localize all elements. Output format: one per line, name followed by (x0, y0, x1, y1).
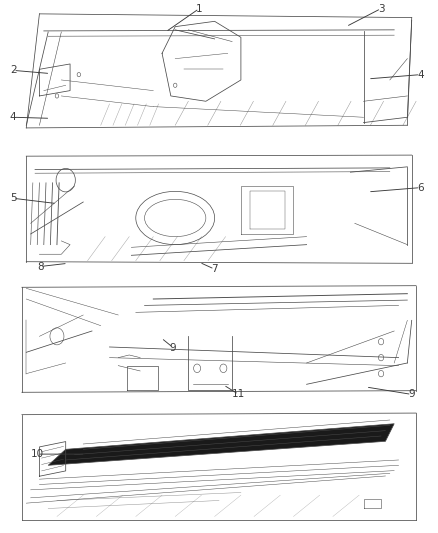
Text: 4: 4 (417, 70, 424, 79)
Text: 7: 7 (211, 264, 218, 274)
Text: 4: 4 (10, 112, 17, 122)
Text: 1: 1 (196, 4, 203, 13)
Text: 5: 5 (10, 193, 17, 203)
Polygon shape (48, 424, 394, 465)
Text: 11: 11 (232, 390, 245, 399)
Text: 8: 8 (37, 262, 44, 271)
Text: 6: 6 (417, 183, 424, 192)
Text: 9: 9 (408, 390, 415, 399)
Text: 9: 9 (170, 343, 177, 352)
Text: 3: 3 (378, 4, 385, 13)
Text: 10: 10 (31, 449, 44, 459)
Text: 2: 2 (10, 66, 17, 75)
